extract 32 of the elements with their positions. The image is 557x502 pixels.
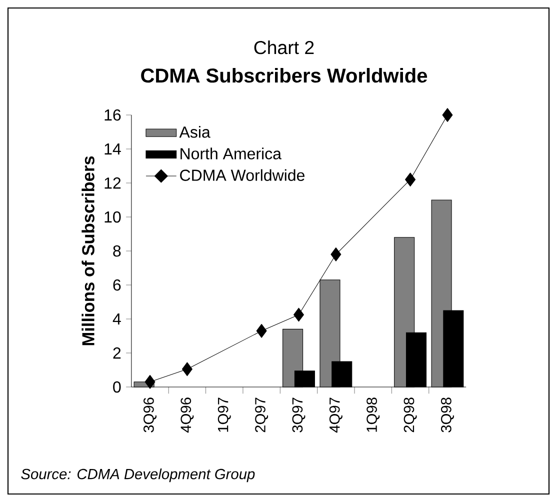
legend-label: Asia bbox=[179, 126, 210, 138]
x-tick-label: 2Q97 bbox=[255, 398, 268, 432]
point bbox=[330, 247, 342, 262]
chart-title: CDMA Subscribers Worldwide bbox=[141, 68, 428, 83]
legend-label: North America bbox=[180, 148, 282, 160]
x-tick-label: 2Q98 bbox=[404, 398, 417, 432]
x-tick-label: 3Q98 bbox=[440, 398, 454, 432]
point bbox=[182, 362, 192, 376]
y-tick-label: 16 bbox=[104, 109, 121, 121]
x-tick-label: 1Q98 bbox=[366, 398, 380, 432]
y-tick-label: 12 bbox=[104, 177, 121, 189]
x-tick-label: 3Q96 bbox=[144, 398, 156, 432]
x-tick-label: 1Q97 bbox=[218, 398, 231, 432]
x-tick-label: 4Q97 bbox=[329, 398, 342, 433]
point bbox=[144, 374, 156, 389]
y-tick-label: 0 bbox=[113, 381, 121, 393]
x-tick-label: 3Q97 bbox=[292, 398, 306, 432]
text: Source: CDMA Development Group bbox=[21, 468, 255, 482]
point bbox=[442, 108, 453, 122]
y-tick-label: 8 bbox=[113, 245, 121, 257]
y-tick-label: 2 bbox=[113, 347, 121, 359]
y-tick-label: 10 bbox=[104, 211, 121, 223]
point bbox=[256, 324, 267, 338]
legend-label: CDMA Worldwide bbox=[180, 169, 304, 181]
y-tick-label: 4 bbox=[112, 313, 121, 324]
point bbox=[405, 172, 416, 187]
y-tick-label: 14 bbox=[104, 143, 121, 154]
y-tick-label: 6 bbox=[113, 279, 121, 291]
y-axis-title: Millions of Subscribers bbox=[82, 156, 94, 346]
x-tick-label: 4Q96 bbox=[180, 398, 194, 433]
chart-subtitle: Chart 2 bbox=[254, 40, 314, 54]
point bbox=[293, 308, 304, 322]
